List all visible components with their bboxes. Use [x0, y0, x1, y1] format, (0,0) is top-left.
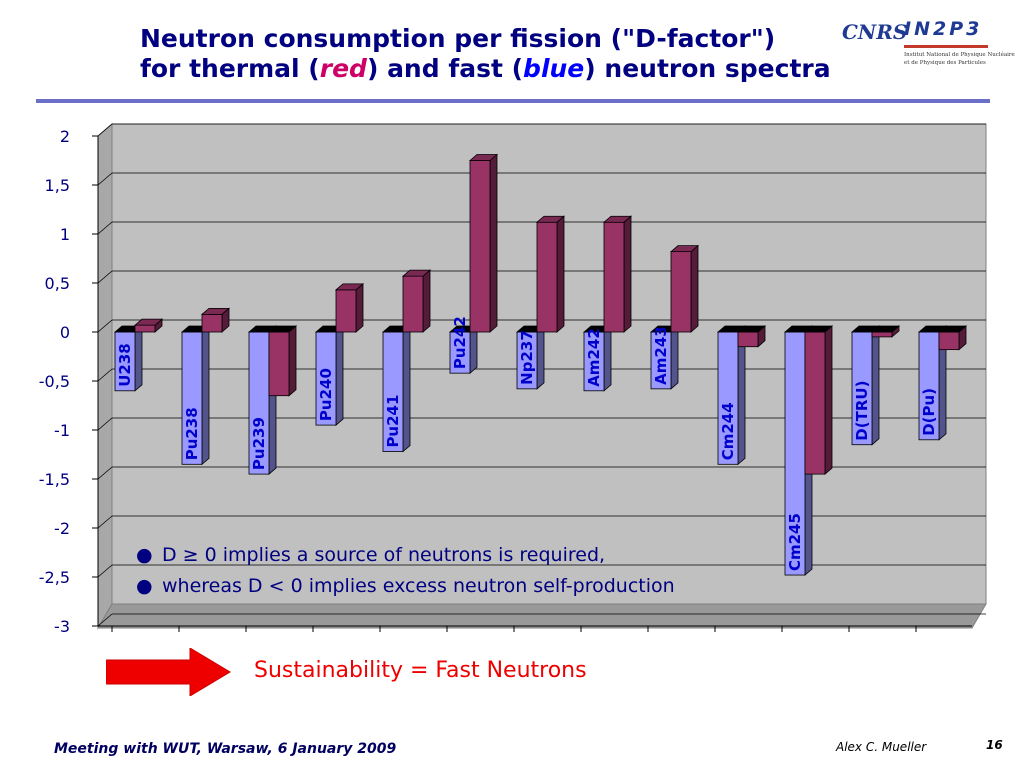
- title-red-word: red: [319, 54, 367, 83]
- title-blue-word: blue: [523, 54, 585, 83]
- y-tick-label: 2: [60, 127, 70, 146]
- grid-line: [97, 417, 113, 431]
- bullet-icon: ●: [136, 575, 153, 597]
- category-label: Np237: [518, 330, 536, 385]
- note-item: ● D ≥ 0 implies a source of neutrons is r…: [136, 540, 675, 571]
- grid-line: [97, 172, 113, 186]
- note-item: ● whereas D < 0 implies excess neutron se…: [136, 571, 675, 602]
- thermal-spectrum-bar: [535, 215, 566, 333]
- category-label: Pu241: [384, 395, 402, 448]
- title-part-c: ) neutron spectra: [584, 54, 831, 83]
- note-text: D ≥ 0 implies a source of neutrons is re…: [162, 544, 606, 566]
- grid-line: [97, 613, 113, 627]
- note-text: whereas D < 0 implies excess neutron sel…: [162, 575, 675, 597]
- fast-spectrum-bar: [314, 325, 345, 426]
- title-line-2: for thermal (red) and fast (blue) neutro…: [140, 54, 840, 84]
- thermal-spectrum-bar: [937, 325, 968, 351]
- logo-subtitle-2: et de Physique des Particules: [904, 60, 986, 66]
- grid-line: [97, 123, 113, 137]
- title-part-a: for thermal (: [140, 54, 320, 83]
- y-tick-label: -0,5: [39, 372, 70, 391]
- fast-spectrum-bar: [649, 325, 680, 390]
- thermal-spectrum-bar: [200, 307, 231, 333]
- grid-line: [97, 368, 113, 382]
- notes-list: ● D ≥ 0 implies a source of neutrons is r…: [136, 540, 675, 602]
- in2p3-logo-text: IN2P3: [904, 18, 983, 40]
- y-tick-label: 0,5: [45, 274, 70, 293]
- thermal-spectrum-bar: [870, 325, 901, 338]
- category-label: Cm244: [719, 402, 737, 460]
- y-tick-label: -3: [54, 617, 70, 636]
- category-label: Pu238: [183, 407, 201, 460]
- title-part-b: ) and fast (: [366, 54, 524, 83]
- grid-line: [97, 564, 113, 578]
- y-tick-label: -2: [54, 519, 70, 538]
- fast-spectrum-bar: [515, 325, 546, 390]
- title-divider: [36, 99, 990, 103]
- slide-title: Neutron consumption per fission ("D-fact…: [140, 24, 840, 84]
- y-tick-label: 0: [60, 323, 70, 342]
- footer-meeting: Meeting with WUT, Warsaw, 6 January 2009: [54, 741, 397, 757]
- plot-floor: [97, 603, 987, 629]
- title-line-1: Neutron consumption per fission ("D-fact…: [140, 24, 776, 53]
- thermal-spectrum-bar: [468, 153, 499, 333]
- y-tick-label: -2,5: [39, 568, 70, 587]
- y-tick-label: 1,5: [45, 176, 70, 195]
- logo-subtitle-1: Institut National de Physique Nucléaire: [904, 52, 1015, 58]
- fast-spectrum-bar: [381, 325, 412, 453]
- thermal-spectrum-bar: [669, 244, 700, 333]
- footer-author: Alex C. Mueller: [836, 740, 927, 754]
- grid-line: [97, 515, 113, 529]
- category-label: Cm245: [786, 513, 804, 571]
- fast-spectrum-bar: [917, 325, 948, 441]
- thermal-spectrum-bar: [401, 269, 432, 333]
- thermal-spectrum-bar: [736, 325, 767, 348]
- thermal-spectrum-bar: [267, 325, 298, 397]
- logo-divider: [904, 45, 988, 48]
- category-label: U238: [116, 343, 134, 387]
- grid-line: [97, 270, 113, 284]
- plot-side-wall: [97, 122, 113, 630]
- thermal-spectrum-bar: [334, 282, 365, 333]
- grid-line: [97, 466, 113, 480]
- category-label: Am243: [652, 326, 670, 385]
- category-label: D(TRU): [853, 381, 871, 441]
- category-label: Pu240: [317, 368, 335, 421]
- grid-line: [97, 221, 113, 235]
- right-arrow-icon: [106, 648, 231, 696]
- thermal-spectrum-bar: [133, 318, 164, 333]
- category-label: Am242: [585, 328, 603, 387]
- fast-spectrum-bar: [716, 325, 747, 466]
- d-factor-bar-chart: 2 1,5 1 0,5 0 -0,5 -1 -1,5 -2 -2,5 -3 U238 Pu238 Pu23…: [39, 122, 987, 636]
- fast-spectrum-bar: [582, 325, 613, 392]
- cnrs-logo-text: CNRS: [842, 20, 908, 44]
- y-tick-label: -1,5: [39, 470, 70, 489]
- thermal-spectrum-bar: [602, 215, 633, 333]
- category-label: Pu239: [250, 417, 268, 470]
- fast-spectrum-bar: [113, 325, 144, 392]
- sustainability-statement: Sustainability = Fast Neutrons: [254, 658, 587, 683]
- page-number: 16: [986, 738, 1003, 752]
- fast-spectrum-bar: [850, 325, 881, 446]
- category-label: Pu242: [451, 316, 469, 369]
- grid-line: [97, 319, 113, 333]
- category-label: D(Pu): [920, 388, 938, 436]
- y-tick-label: -1: [54, 421, 70, 440]
- bullet-icon: ●: [136, 544, 153, 566]
- thermal-spectrum-bar: [803, 325, 834, 475]
- y-tick-label: 1: [60, 225, 70, 244]
- cnrs-in2p3-logo: CNRS IN2P3 Institut National de Physique…: [842, 18, 1015, 82]
